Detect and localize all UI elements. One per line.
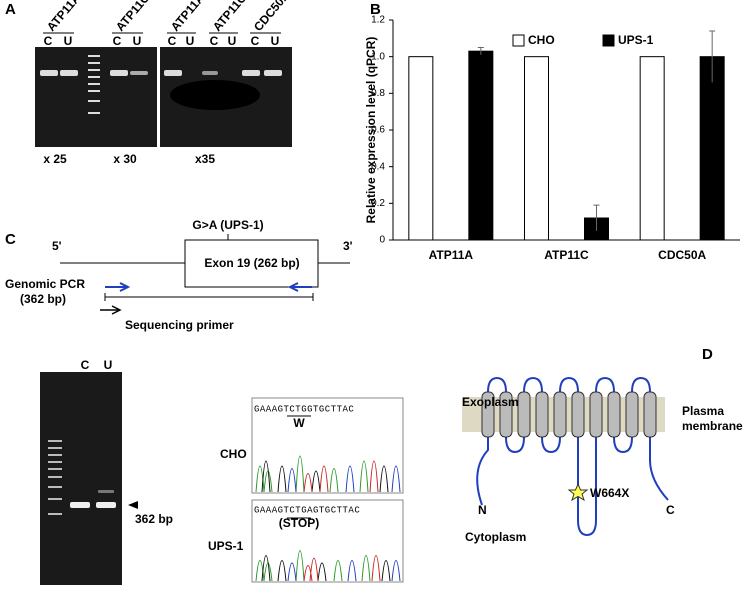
topology (462, 376, 669, 537)
lane-label: U (104, 358, 113, 372)
lane-label: C (168, 34, 177, 48)
gene-label: ATP11A (168, 0, 208, 34)
primer-label: Sequencing primer (125, 318, 234, 332)
lane-label: U (228, 34, 237, 48)
panel-letter: D (702, 346, 713, 363)
panel-letter: A (5, 1, 16, 18)
five-prime: 5' (52, 239, 62, 253)
y-tick-label: 0 (379, 235, 385, 246)
codon-label: W (293, 416, 305, 430)
gel-a (35, 47, 292, 147)
terminus-label: N (478, 503, 487, 517)
cytoplasm-label: Cytoplasm (465, 530, 526, 544)
lane-label: C (81, 358, 90, 372)
lane-label: C (210, 34, 219, 48)
y-axis-label: Relative expression level (qPCR) (364, 37, 378, 224)
three-prime: 3' (343, 239, 353, 253)
pcr-label: Genomic PCR (5, 277, 85, 291)
mutation-label: G>A (UPS-1) (192, 218, 263, 232)
pcr-size: (362 bp) (20, 292, 66, 306)
y-tick-label: 1.2 (371, 15, 385, 26)
gene-label: ATP11C-2 (210, 0, 256, 34)
error-bar (593, 204, 600, 231)
legend-swatch (602, 34, 615, 47)
lane-label: C (44, 34, 53, 48)
terminus-label: C (666, 503, 675, 517)
error-bar (477, 47, 484, 55)
gel-c (40, 372, 138, 585)
lane-label: C (113, 34, 122, 48)
bar (639, 56, 665, 241)
lane-label: U (186, 34, 195, 48)
membrane-label: membrane (682, 419, 743, 433)
exoplasm-label: Exoplasm (462, 395, 519, 409)
error-bar (709, 30, 716, 83)
magnification: x35 (195, 152, 215, 166)
bar (699, 56, 725, 241)
x-tick-label: CDC50A (658, 248, 706, 262)
codon-label: (STOP) (279, 516, 319, 530)
lane-label: U (64, 34, 73, 48)
panel-letter: B (370, 1, 381, 18)
gene-label: CDC50A (251, 0, 293, 34)
sequence: GAAAGTCTGAGTGCTTAC (254, 505, 360, 515)
bar (524, 56, 549, 241)
sequence: GAAAGTCTGGTGCTTAC (254, 404, 354, 414)
y-tick-label: 0.2 (371, 198, 385, 209)
gene-diagram (60, 234, 350, 315)
bar (468, 50, 494, 241)
legend-label: UPS-1 (618, 33, 654, 47)
y-tick-label: 1.0 (371, 51, 385, 62)
membrane-label: Plasma (682, 404, 724, 418)
y-tick-label: 0.6 (371, 125, 385, 136)
bar (408, 56, 434, 241)
magnification: x 30 (113, 152, 137, 166)
y-tick-label: 0.4 (371, 161, 385, 172)
x-tick-label: ATP11C (544, 248, 589, 262)
mutation-label: W664X (590, 486, 629, 500)
chromatogram (251, 397, 404, 583)
gene-label: ATP11A (44, 0, 84, 34)
x-tick-label: ATP11A (429, 248, 474, 262)
sample-label: CHO (220, 447, 247, 461)
magnification: x 25 (43, 152, 67, 166)
sample-label: UPS-1 (208, 539, 244, 553)
lane-label: U (271, 34, 280, 48)
band-size: 362 bp (135, 512, 173, 526)
gene-label: ATP11C-1 (113, 0, 159, 34)
legend-label: CHO (528, 33, 555, 47)
lane-label: C (251, 34, 260, 48)
y-tick-label: 0.8 (371, 88, 385, 99)
legend-swatch (512, 34, 525, 47)
panel-letter: C (5, 231, 16, 248)
lane-label: U (133, 34, 142, 48)
exon-label: Exon 19 (262 bp) (204, 256, 299, 270)
